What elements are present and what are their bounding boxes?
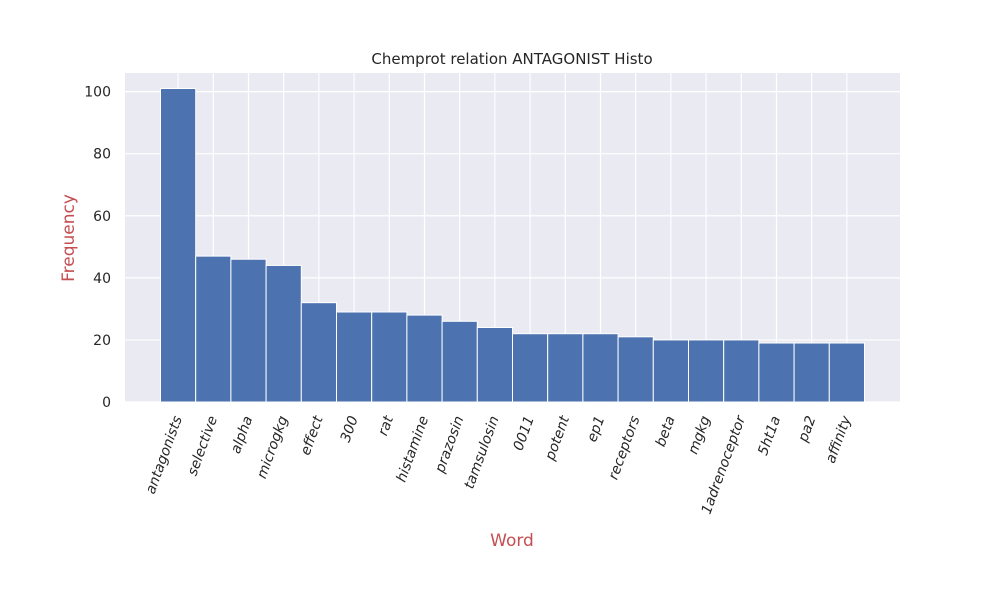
x-tick-label: alpha	[228, 414, 256, 456]
bar-microgkg	[265, 264, 302, 403]
x-tick-label: ep1	[584, 414, 608, 444]
bar-effect	[300, 302, 337, 403]
x-tick-label: receptors	[606, 414, 644, 482]
y-axis-label: Frequency	[59, 194, 79, 282]
bar-rat	[371, 311, 408, 403]
x-tick-label: microgkg	[254, 414, 291, 481]
x-tick-label: tamsulosin	[461, 414, 502, 491]
bar-alpha	[230, 258, 267, 403]
bars	[160, 88, 865, 403]
y-tick-label: 40	[93, 271, 111, 287]
bar-1adrenoceptor	[723, 339, 760, 403]
x-tick-label: pa2	[795, 414, 819, 445]
y-tick-label: 0	[102, 395, 111, 411]
bar-affinity	[828, 342, 865, 403]
x-tick-label: mgkg	[685, 414, 714, 457]
x-tick-label: prazosin	[432, 414, 468, 476]
x-tick-label: selective	[185, 414, 221, 478]
bar-ep1	[582, 333, 619, 403]
y-tick-label: 60	[93, 209, 111, 225]
x-tick-label: 300	[338, 414, 362, 445]
bar-prazosin	[441, 320, 478, 403]
y-tick-label: 80	[93, 147, 111, 163]
x-tick-label: antagonists	[143, 414, 186, 496]
bar-300	[336, 311, 373, 403]
chart-title: Chemprot relation ANTAGONIST Histo	[371, 50, 652, 68]
bar-histamine	[406, 314, 443, 403]
x-tick-label: 0011	[511, 414, 538, 453]
x-tick-label: affinity	[823, 413, 855, 465]
x-tick-label: rat	[375, 413, 397, 438]
bar-selective	[195, 255, 232, 403]
bar-antagonists	[160, 88, 197, 403]
bar-beta	[652, 339, 689, 403]
y-tick-label: 100	[84, 85, 111, 101]
bar-potent	[547, 333, 584, 403]
bar-mgkg	[688, 339, 725, 403]
bar-0011	[512, 333, 549, 403]
x-tick-label: beta	[653, 414, 679, 449]
x-tick-label: histamine	[394, 414, 433, 484]
x-axis-label: Word	[490, 531, 534, 551]
bar-tamsulosin	[476, 327, 513, 403]
y-tick-labels: 0 20 40 60 80 100	[84, 85, 111, 411]
bar-pa2	[793, 342, 830, 403]
bar-receptors	[617, 336, 654, 403]
y-tick-label: 20	[93, 333, 111, 349]
x-tick-label: effect	[298, 413, 327, 457]
x-tick-label: 5ht1a	[755, 414, 784, 458]
x-tick-label: potent	[542, 413, 573, 463]
bar-5ht1a	[758, 342, 795, 403]
